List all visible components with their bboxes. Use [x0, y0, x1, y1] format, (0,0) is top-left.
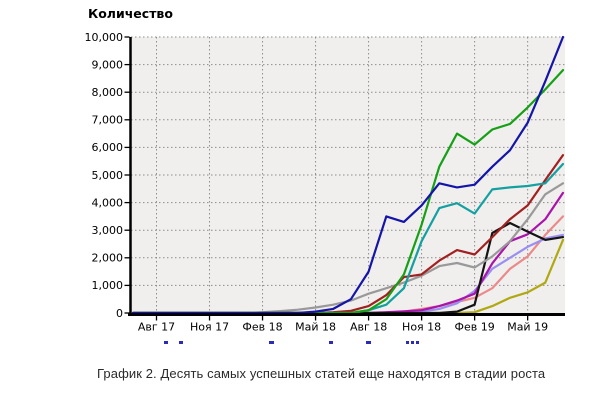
legend-text-fragment — [416, 341, 419, 344]
y-tick-label: 5,000 — [92, 169, 124, 182]
legend-text-fragment — [366, 341, 371, 344]
y-tick-label: 7,000 — [92, 114, 124, 127]
chart-title: Количество — [88, 6, 173, 21]
legend-text-fragment — [269, 341, 274, 344]
x-tick-label: Май 18 — [295, 321, 336, 334]
y-tick-label: 2,000 — [92, 252, 124, 265]
x-tick-label: Май 19 — [507, 321, 548, 334]
x-tick-label: Авг 18 — [350, 321, 387, 334]
x-tick-label: Авг 17 — [138, 321, 175, 334]
legend-text-fragment — [164, 341, 168, 344]
legend-text-fragment — [329, 341, 333, 344]
y-tick-label: 10,000 — [85, 31, 124, 44]
y-tick-label: 0 — [116, 307, 123, 320]
x-tick-label: Фев 19 — [455, 321, 495, 334]
y-tick-label: 3,000 — [92, 224, 124, 237]
x-tick-label: Ноя 18 — [402, 321, 441, 334]
legend-text-fragment — [411, 341, 414, 344]
figure-caption: График 2. Десять самых успешных статей е… — [97, 366, 546, 381]
y-tick-label: 1,000 — [92, 279, 124, 292]
legend-text-fragment — [406, 341, 409, 344]
x-tick-label: Ноя 17 — [190, 321, 229, 334]
y-tick-label: 8,000 — [92, 86, 124, 99]
legend-text-fragment — [179, 341, 183, 344]
x-tick-label: Фев 18 — [242, 321, 282, 334]
y-tick-label: 6,000 — [92, 141, 124, 154]
y-tick-label: 4,000 — [92, 196, 124, 209]
line-chart-canvas: 0 1,000 2,000 3,000 4,000 5,000 6,000 7,000 8,00… — [85, 31, 565, 334]
y-tick-label: 9,000 — [92, 58, 124, 71]
